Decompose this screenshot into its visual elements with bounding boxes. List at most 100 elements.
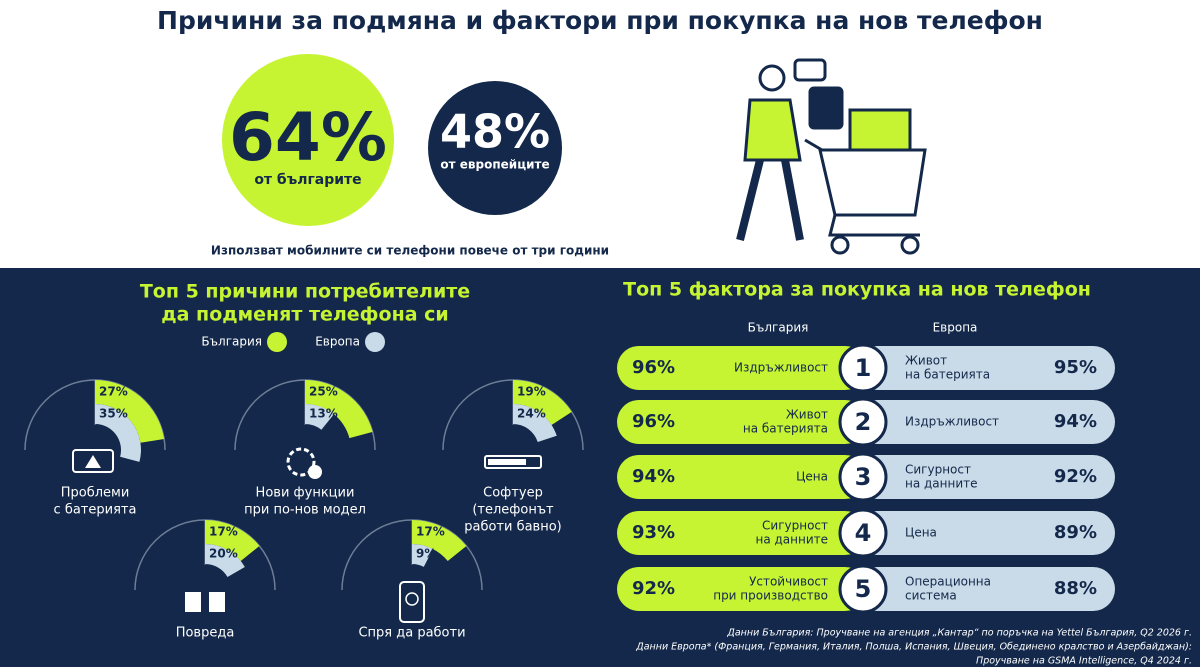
value-label: 13% xyxy=(309,407,338,421)
rank: 1 xyxy=(855,354,872,382)
bulgaria-text: от българите xyxy=(254,172,361,188)
europe-factor: Издръжливост xyxy=(905,415,999,429)
legend-swatch xyxy=(267,332,287,352)
value-label: 20% xyxy=(209,547,238,561)
europe-factor: Живот xyxy=(905,354,947,368)
bulgaria-factor: на батерията xyxy=(743,422,828,436)
gauge-bar-europe xyxy=(513,404,557,442)
europe-pill xyxy=(855,511,1115,555)
bulgaria-factor: Цена xyxy=(796,470,828,484)
gauge-bar-europe xyxy=(95,404,142,462)
europe-percent: 48% xyxy=(440,105,550,159)
gauge: 25% 13% Нови функции при по-нов модел xyxy=(234,379,376,518)
reason-label: Повреда xyxy=(176,626,235,641)
bulgaria-factor: Живот xyxy=(786,408,828,422)
gauge-bar-bulgaria xyxy=(95,380,165,443)
bulgaria-pill xyxy=(617,400,867,444)
bulgaria-factor: Издръжливост xyxy=(734,361,828,375)
reasons-title: Топ 5 причини потребителите xyxy=(140,281,470,303)
bulgaria-factor: при производство xyxy=(713,589,828,603)
reason-label: с батерията xyxy=(54,503,137,518)
footnote: Проучване на GSMA Intelligence, Q4 2024 … xyxy=(976,656,1192,667)
icon xyxy=(308,465,322,479)
reasons-title: да подменят телефона си xyxy=(161,304,448,326)
page-title: Причини за подмяна и фактори при покупка… xyxy=(157,6,1043,35)
gauge-bar-europe xyxy=(305,404,334,430)
legend-swatch xyxy=(365,332,385,352)
europe-factor: Цена xyxy=(905,526,937,540)
value-label: 17% xyxy=(209,525,238,539)
value-label: 24% xyxy=(517,407,546,421)
europe-pill xyxy=(855,455,1115,499)
europe-value: 95% xyxy=(1054,357,1097,378)
gauge: 17% 9% Спря да работи xyxy=(341,519,483,641)
value-label: 25% xyxy=(309,385,338,399)
illustration xyxy=(736,58,927,255)
reason-label: (телефонът xyxy=(472,503,554,518)
gauge: 27% 35% Проблеми с батерията xyxy=(24,379,166,518)
rank-badge xyxy=(838,452,888,502)
value-label: 35% xyxy=(99,407,128,421)
bulgaria-factor: на данните xyxy=(755,533,828,547)
footnote: Данни България: Проучване на агенция „Ка… xyxy=(726,628,1192,639)
rank-badge xyxy=(838,508,888,558)
europe-text: от европейците xyxy=(440,158,549,172)
gauge-bar-bulgaria xyxy=(205,520,260,562)
gauge-bar-bulgaria xyxy=(305,380,373,439)
rank: 3 xyxy=(855,463,872,491)
rank-badge xyxy=(838,564,888,614)
reason-label: Нови функции xyxy=(256,486,355,501)
europe-value: 89% xyxy=(1054,522,1097,543)
gauge: 19% 24% Софтуер (телефонът работи бавно) xyxy=(442,379,584,535)
europe-factor: Операционна xyxy=(905,575,991,589)
europe-value: 94% xyxy=(1054,411,1097,432)
bulgaria-value: 96% xyxy=(632,357,675,378)
hero-caption: Използват мобилните си телефони повече о… xyxy=(211,244,609,258)
rank: 5 xyxy=(855,575,872,603)
europe-factor: Сигурност xyxy=(905,463,971,477)
europe-pill xyxy=(855,400,1115,444)
value-label: 17% xyxy=(416,525,445,539)
bulgaria-factor: Сигурност xyxy=(762,519,828,533)
reason-label: при по-нов модел xyxy=(244,503,366,518)
reason-label: Проблеми xyxy=(61,486,130,501)
legend-label: Европа xyxy=(315,335,360,349)
gauge-bar-bulgaria xyxy=(412,520,467,562)
bulgaria-pill xyxy=(617,455,867,499)
icon xyxy=(72,449,114,473)
reason-label: Спря да работи xyxy=(358,626,465,641)
value-label: 9% xyxy=(416,547,436,561)
icon xyxy=(185,592,201,612)
gauge-bar-europe xyxy=(412,544,433,567)
gauge-bar-bulgaria xyxy=(513,380,572,425)
europe-pill xyxy=(855,567,1115,611)
europe-factor: система xyxy=(905,589,957,603)
bulgaria-value: 93% xyxy=(632,522,675,543)
europe-factor: на батерията xyxy=(905,368,990,382)
bulgaria-pill xyxy=(617,346,867,390)
bulgaria-circle xyxy=(222,54,394,226)
icon xyxy=(209,592,225,612)
reason-label: работи бавно) xyxy=(464,520,562,535)
column-header: България xyxy=(748,321,809,335)
value-label: 27% xyxy=(99,385,128,399)
gauge: 17% 20% Повреда xyxy=(134,519,276,641)
gauge-bar-europe xyxy=(205,544,245,577)
bulgaria-value: 92% xyxy=(632,578,675,599)
value-label: 19% xyxy=(517,385,546,399)
icon xyxy=(286,447,316,477)
europe-pill xyxy=(855,346,1115,390)
icon xyxy=(405,592,419,606)
europe-circle xyxy=(428,81,562,215)
bulgaria-pill xyxy=(617,567,867,611)
icon xyxy=(85,455,101,468)
legend-label: България xyxy=(201,335,262,349)
rank-badge xyxy=(838,343,888,393)
bulgaria-factor: Устойчивост xyxy=(749,575,828,589)
europe-factor: на данните xyxy=(905,477,978,491)
